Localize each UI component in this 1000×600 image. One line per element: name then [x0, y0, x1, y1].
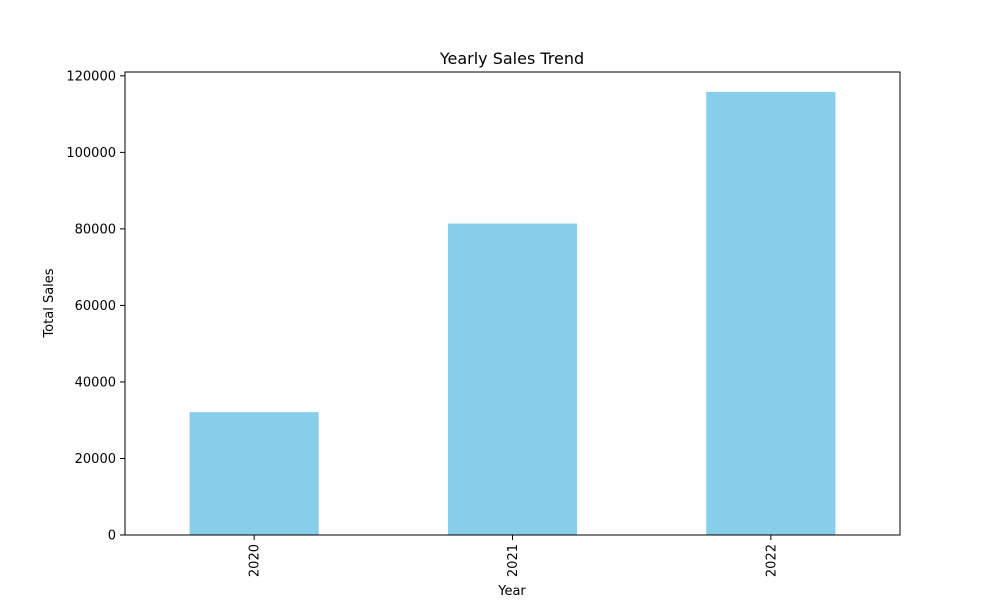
- x-tick-label: 2020: [248, 544, 263, 577]
- bars-group: [189, 91, 836, 535]
- bar-2022: [706, 91, 836, 535]
- y-axis-ticks: 0 20000 40000 60000 80000 100000 120000: [66, 69, 125, 544]
- x-axis-label: Year: [497, 584, 526, 599]
- bar-2020: [189, 412, 319, 535]
- y-tick-label: 40000: [75, 375, 116, 390]
- y-tick-label: 20000: [75, 452, 116, 467]
- y-tick-label: 100000: [66, 146, 116, 161]
- plot-frame: [124, 71, 901, 536]
- y-axis-label: Total Sales: [42, 268, 57, 338]
- bar-2021: [447, 223, 578, 535]
- y-tick-label: 80000: [75, 222, 116, 237]
- y-tick-label: 0: [108, 529, 116, 544]
- x-tick-label: 2022: [764, 544, 779, 577]
- x-tick-label: 2021: [506, 544, 521, 577]
- x-axis-ticks: 2020 2021 2022: [248, 535, 779, 577]
- chart-title: Yearly Sales Trend: [439, 49, 584, 68]
- y-tick-label: 120000: [66, 69, 116, 84]
- y-tick-label: 60000: [75, 299, 116, 314]
